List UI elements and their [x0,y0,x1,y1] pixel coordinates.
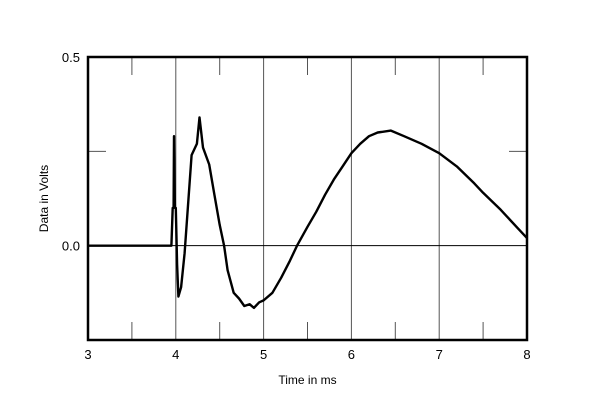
x-tick-label: 4 [172,347,179,362]
x-axis-tick-labels: 3 4 5 6 7 8 [84,347,530,362]
y-tick-label: 0.5 [62,50,80,65]
data-line [88,116,528,310]
x-tick-label: 7 [436,347,443,362]
y-axis-tick-labels: 0.0 0.5 [62,50,80,254]
x-axis-label: Time in ms [278,373,336,387]
y-axis-label: Data in Volts [37,165,51,232]
minor-ticks [88,57,527,340]
y-tick-label: 0.0 [62,239,80,254]
plot-frame [86,55,529,342]
x-tick-label: 3 [84,347,91,362]
x-tick-label: 6 [348,347,355,362]
x-tick-label: 5 [260,347,267,362]
x-tick-label: 8 [523,347,530,362]
